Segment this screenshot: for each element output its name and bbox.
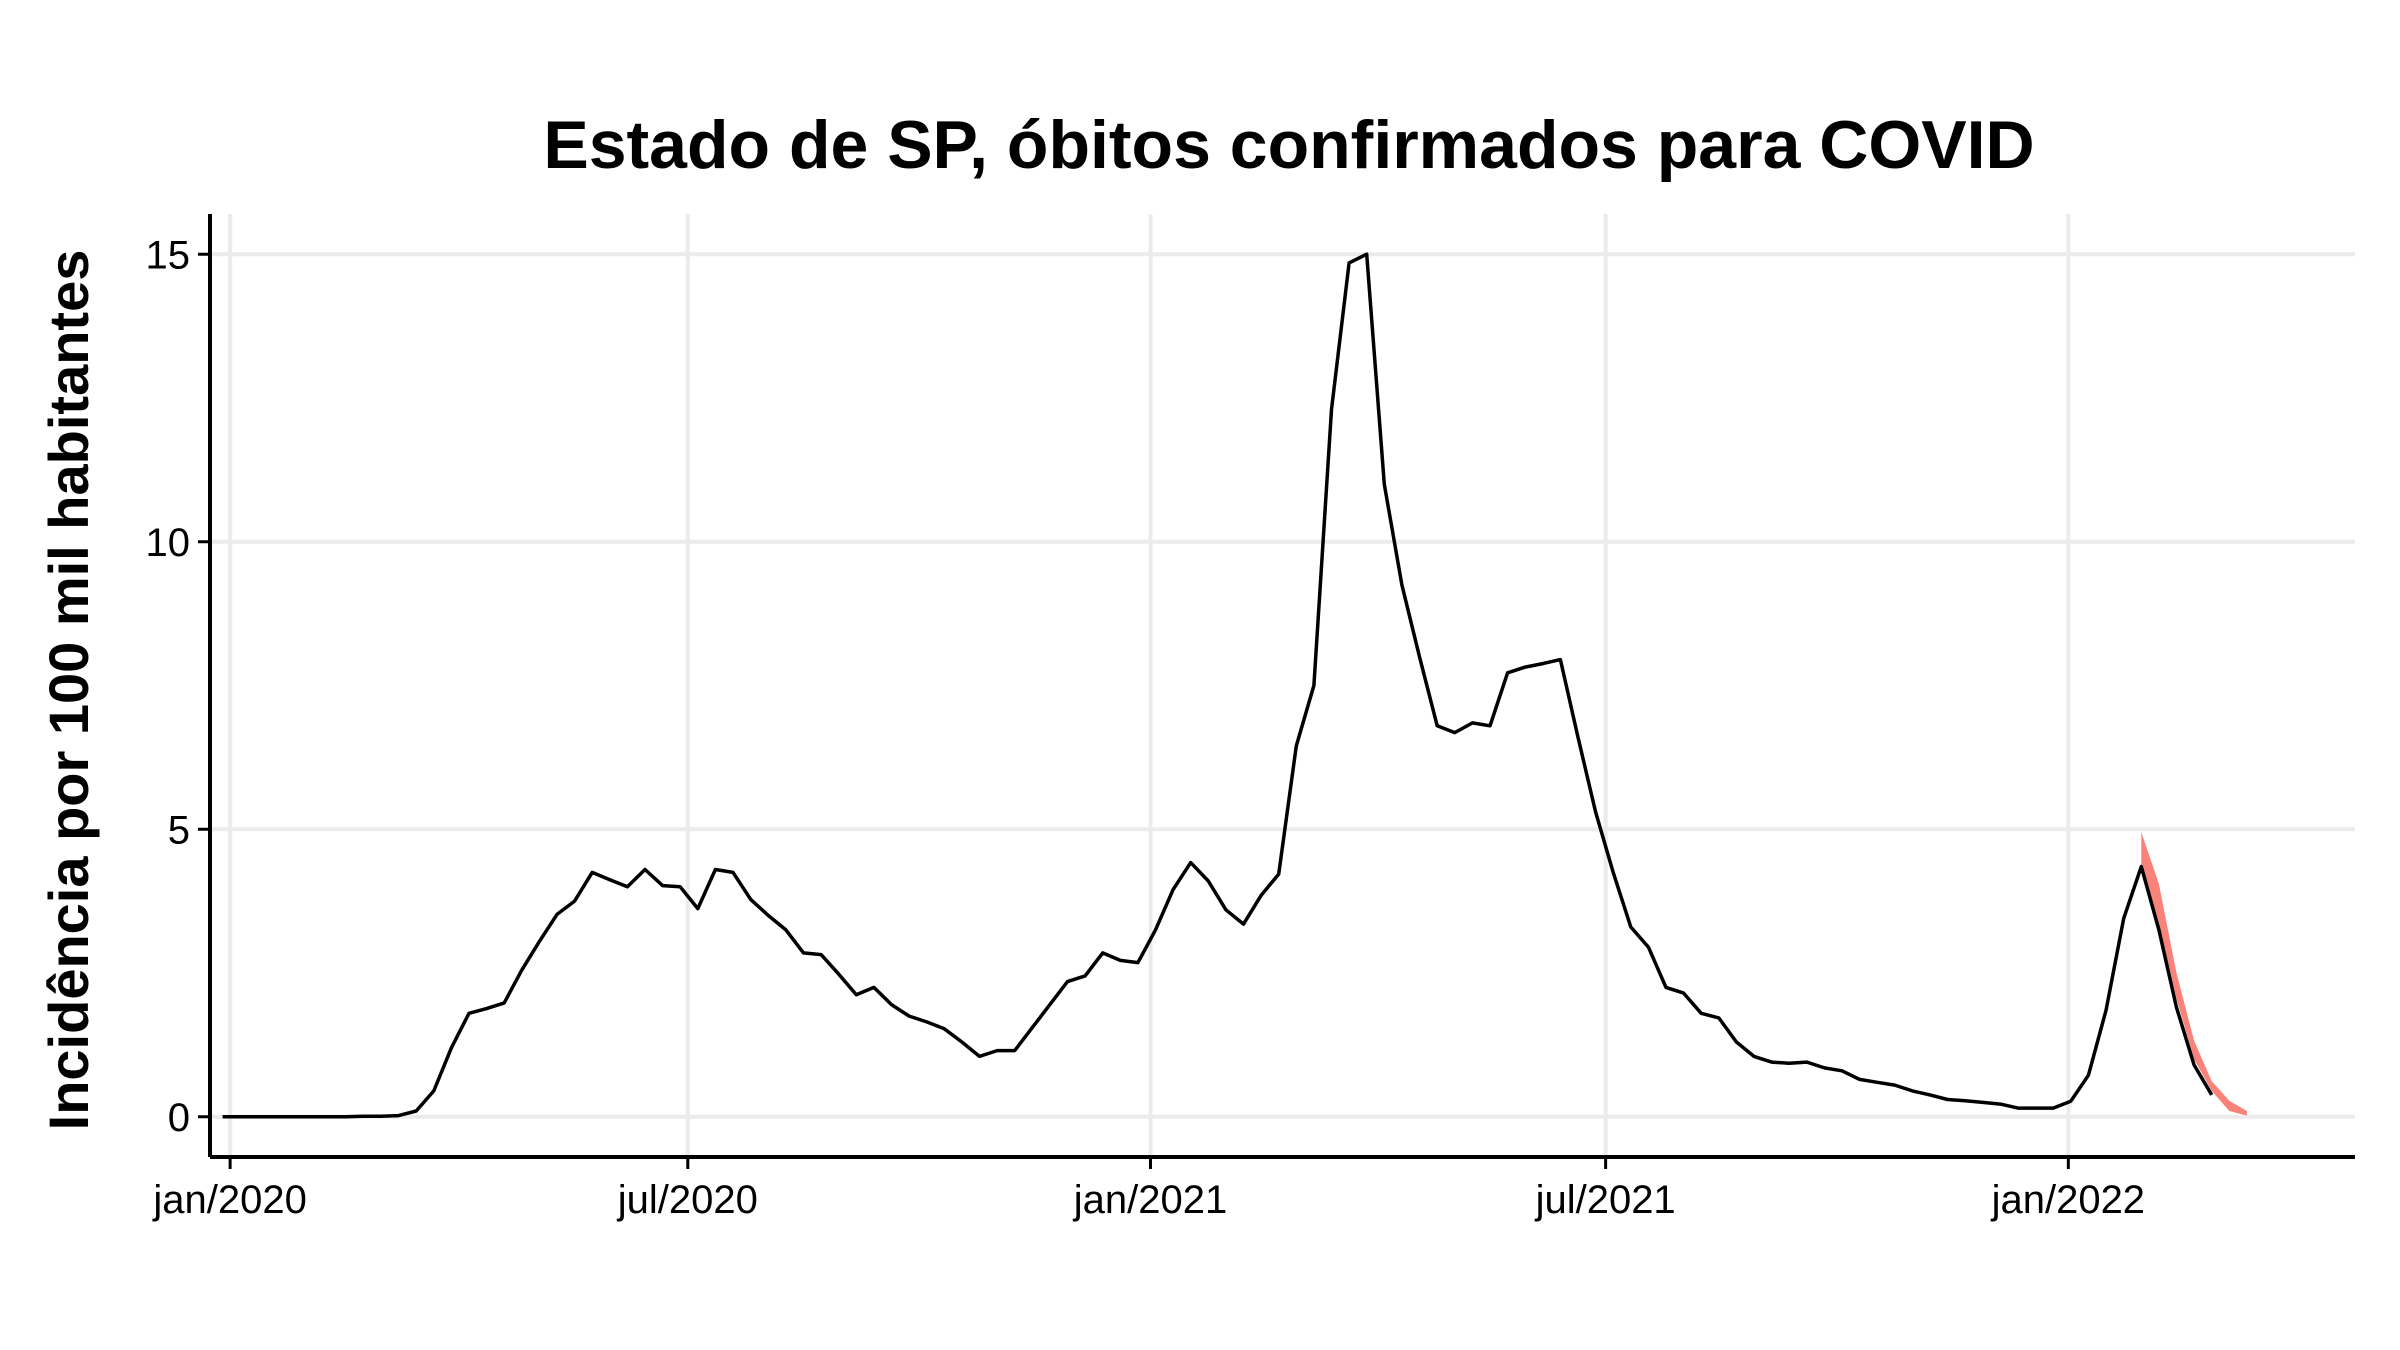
y-tick-label: 15 (146, 233, 191, 277)
confidence-band-layer (2141, 832, 2247, 1116)
series-line (222, 252, 2214, 1119)
x-tick-label: jan/2022 (1991, 1178, 2145, 1222)
y-axis-label: Incidência por 100 mil habitantes (37, 250, 100, 1131)
grid-lines (210, 214, 2355, 1157)
series-line-layer (222, 252, 2214, 1119)
x-tick-label: jan/2021 (1073, 1178, 1227, 1222)
axes: 0 5 10 15 jan/2020 jul/2020 jan/2021 jul/2021 ja… (146, 214, 2355, 1222)
x-tick-label: jul/2020 (617, 1178, 758, 1222)
nowcast-confidence-band (2141, 832, 2247, 1116)
y-tick-label: 10 (146, 521, 191, 565)
x-tick-label: jan/2020 (152, 1178, 306, 1222)
y-tick-label: 0 (168, 1096, 190, 1140)
x-tick-label: jul/2021 (1535, 1178, 1676, 1222)
y-tick-label: 5 (168, 808, 190, 852)
chart-title: Estado de SP, óbitos confirmados para CO… (543, 107, 2034, 183)
